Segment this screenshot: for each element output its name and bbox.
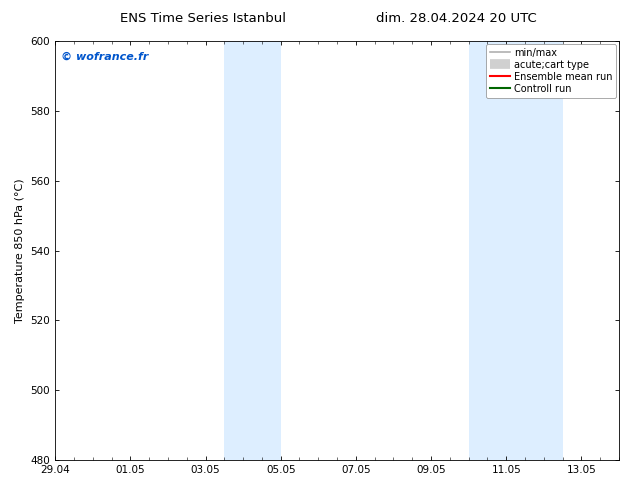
Legend: min/max, acute;cart type, Ensemble mean run, Controll run: min/max, acute;cart type, Ensemble mean … bbox=[486, 44, 616, 98]
Text: © wofrance.fr: © wofrance.fr bbox=[61, 51, 148, 62]
Bar bbox=[469, 41, 562, 460]
Text: dim. 28.04.2024 20 UTC: dim. 28.04.2024 20 UTC bbox=[376, 12, 537, 25]
Y-axis label: Temperature 850 hPa (°C): Temperature 850 hPa (°C) bbox=[15, 178, 25, 323]
Text: ENS Time Series Istanbul: ENS Time Series Istanbul bbox=[120, 12, 286, 25]
Bar bbox=[224, 41, 281, 460]
